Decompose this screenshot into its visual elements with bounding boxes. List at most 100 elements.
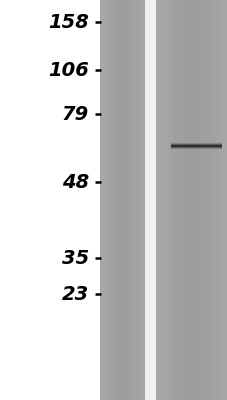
Bar bbox=[131, 0, 132, 400]
Bar bbox=[134, 0, 135, 400]
Bar bbox=[188, 0, 189, 400]
Bar bbox=[112, 0, 113, 400]
Bar bbox=[164, 0, 165, 400]
Bar bbox=[101, 0, 102, 400]
Bar bbox=[223, 0, 225, 400]
Bar bbox=[220, 0, 221, 400]
Bar bbox=[179, 0, 180, 400]
Bar bbox=[103, 0, 104, 400]
Bar bbox=[192, 0, 194, 400]
Bar bbox=[157, 0, 158, 400]
Bar bbox=[168, 0, 169, 400]
Text: 106: 106 bbox=[48, 60, 89, 80]
Text: 158: 158 bbox=[48, 12, 89, 32]
Bar bbox=[183, 0, 184, 400]
Bar bbox=[122, 0, 123, 400]
Bar bbox=[189, 0, 190, 400]
Bar bbox=[221, 0, 222, 400]
Bar bbox=[215, 0, 216, 400]
Bar bbox=[177, 0, 178, 400]
Bar bbox=[170, 145, 221, 146]
Bar bbox=[127, 0, 128, 400]
Bar bbox=[190, 0, 191, 400]
Bar bbox=[129, 0, 130, 400]
Bar bbox=[123, 0, 124, 400]
Bar bbox=[171, 0, 172, 400]
Bar bbox=[137, 0, 138, 400]
Bar bbox=[170, 143, 221, 144]
Bar bbox=[214, 0, 215, 400]
Bar bbox=[142, 0, 143, 400]
Bar bbox=[178, 0, 179, 400]
Bar bbox=[202, 0, 203, 400]
Bar bbox=[175, 0, 176, 400]
Bar bbox=[208, 0, 209, 400]
Bar bbox=[170, 0, 171, 400]
Bar bbox=[110, 0, 111, 400]
Bar bbox=[106, 0, 107, 400]
Bar bbox=[170, 147, 221, 148]
Bar bbox=[118, 0, 119, 400]
Bar bbox=[114, 0, 115, 400]
Bar bbox=[132, 0, 133, 400]
Bar bbox=[105, 0, 106, 400]
Bar bbox=[116, 0, 117, 400]
Bar bbox=[104, 0, 105, 400]
Bar bbox=[158, 0, 159, 400]
Bar bbox=[165, 0, 166, 400]
Bar bbox=[185, 0, 187, 400]
Bar bbox=[108, 0, 109, 400]
Bar bbox=[136, 0, 137, 400]
Bar bbox=[184, 0, 185, 400]
Bar bbox=[169, 0, 170, 400]
Bar bbox=[225, 0, 226, 400]
Bar bbox=[170, 148, 221, 149]
Text: 35: 35 bbox=[61, 248, 89, 268]
Text: 23: 23 bbox=[61, 284, 89, 304]
Bar bbox=[159, 0, 160, 400]
Bar bbox=[170, 149, 221, 150]
Bar bbox=[219, 0, 220, 400]
Bar bbox=[209, 0, 210, 400]
Bar bbox=[126, 0, 127, 400]
Bar bbox=[128, 0, 129, 400]
Bar bbox=[125, 0, 126, 400]
Bar bbox=[195, 0, 196, 400]
Bar bbox=[170, 144, 221, 145]
Bar bbox=[133, 0, 134, 400]
Bar bbox=[182, 0, 183, 400]
Bar bbox=[180, 0, 182, 400]
Bar bbox=[120, 0, 121, 400]
Bar bbox=[226, 0, 227, 400]
Bar bbox=[187, 0, 188, 400]
Bar bbox=[194, 0, 195, 400]
Bar bbox=[163, 0, 164, 400]
Bar bbox=[207, 0, 208, 400]
Bar bbox=[170, 146, 221, 147]
Bar bbox=[212, 0, 213, 400]
Bar bbox=[166, 0, 168, 400]
Bar bbox=[117, 0, 118, 400]
Bar bbox=[222, 0, 223, 400]
Bar bbox=[213, 0, 214, 400]
Bar bbox=[170, 142, 221, 143]
Bar bbox=[210, 0, 212, 400]
Bar bbox=[100, 0, 101, 400]
Bar bbox=[206, 0, 207, 400]
Bar bbox=[115, 0, 116, 400]
Bar bbox=[204, 0, 206, 400]
Bar bbox=[124, 0, 125, 400]
Bar bbox=[161, 0, 163, 400]
Bar bbox=[176, 0, 177, 400]
Bar bbox=[196, 0, 197, 400]
Bar bbox=[138, 0, 139, 400]
Bar bbox=[172, 0, 173, 400]
Bar bbox=[197, 0, 198, 400]
Bar bbox=[143, 0, 144, 400]
Bar bbox=[109, 0, 110, 400]
Bar bbox=[130, 0, 131, 400]
Bar bbox=[113, 0, 114, 400]
Bar bbox=[135, 0, 136, 400]
Bar bbox=[102, 0, 103, 400]
Bar bbox=[191, 0, 192, 400]
